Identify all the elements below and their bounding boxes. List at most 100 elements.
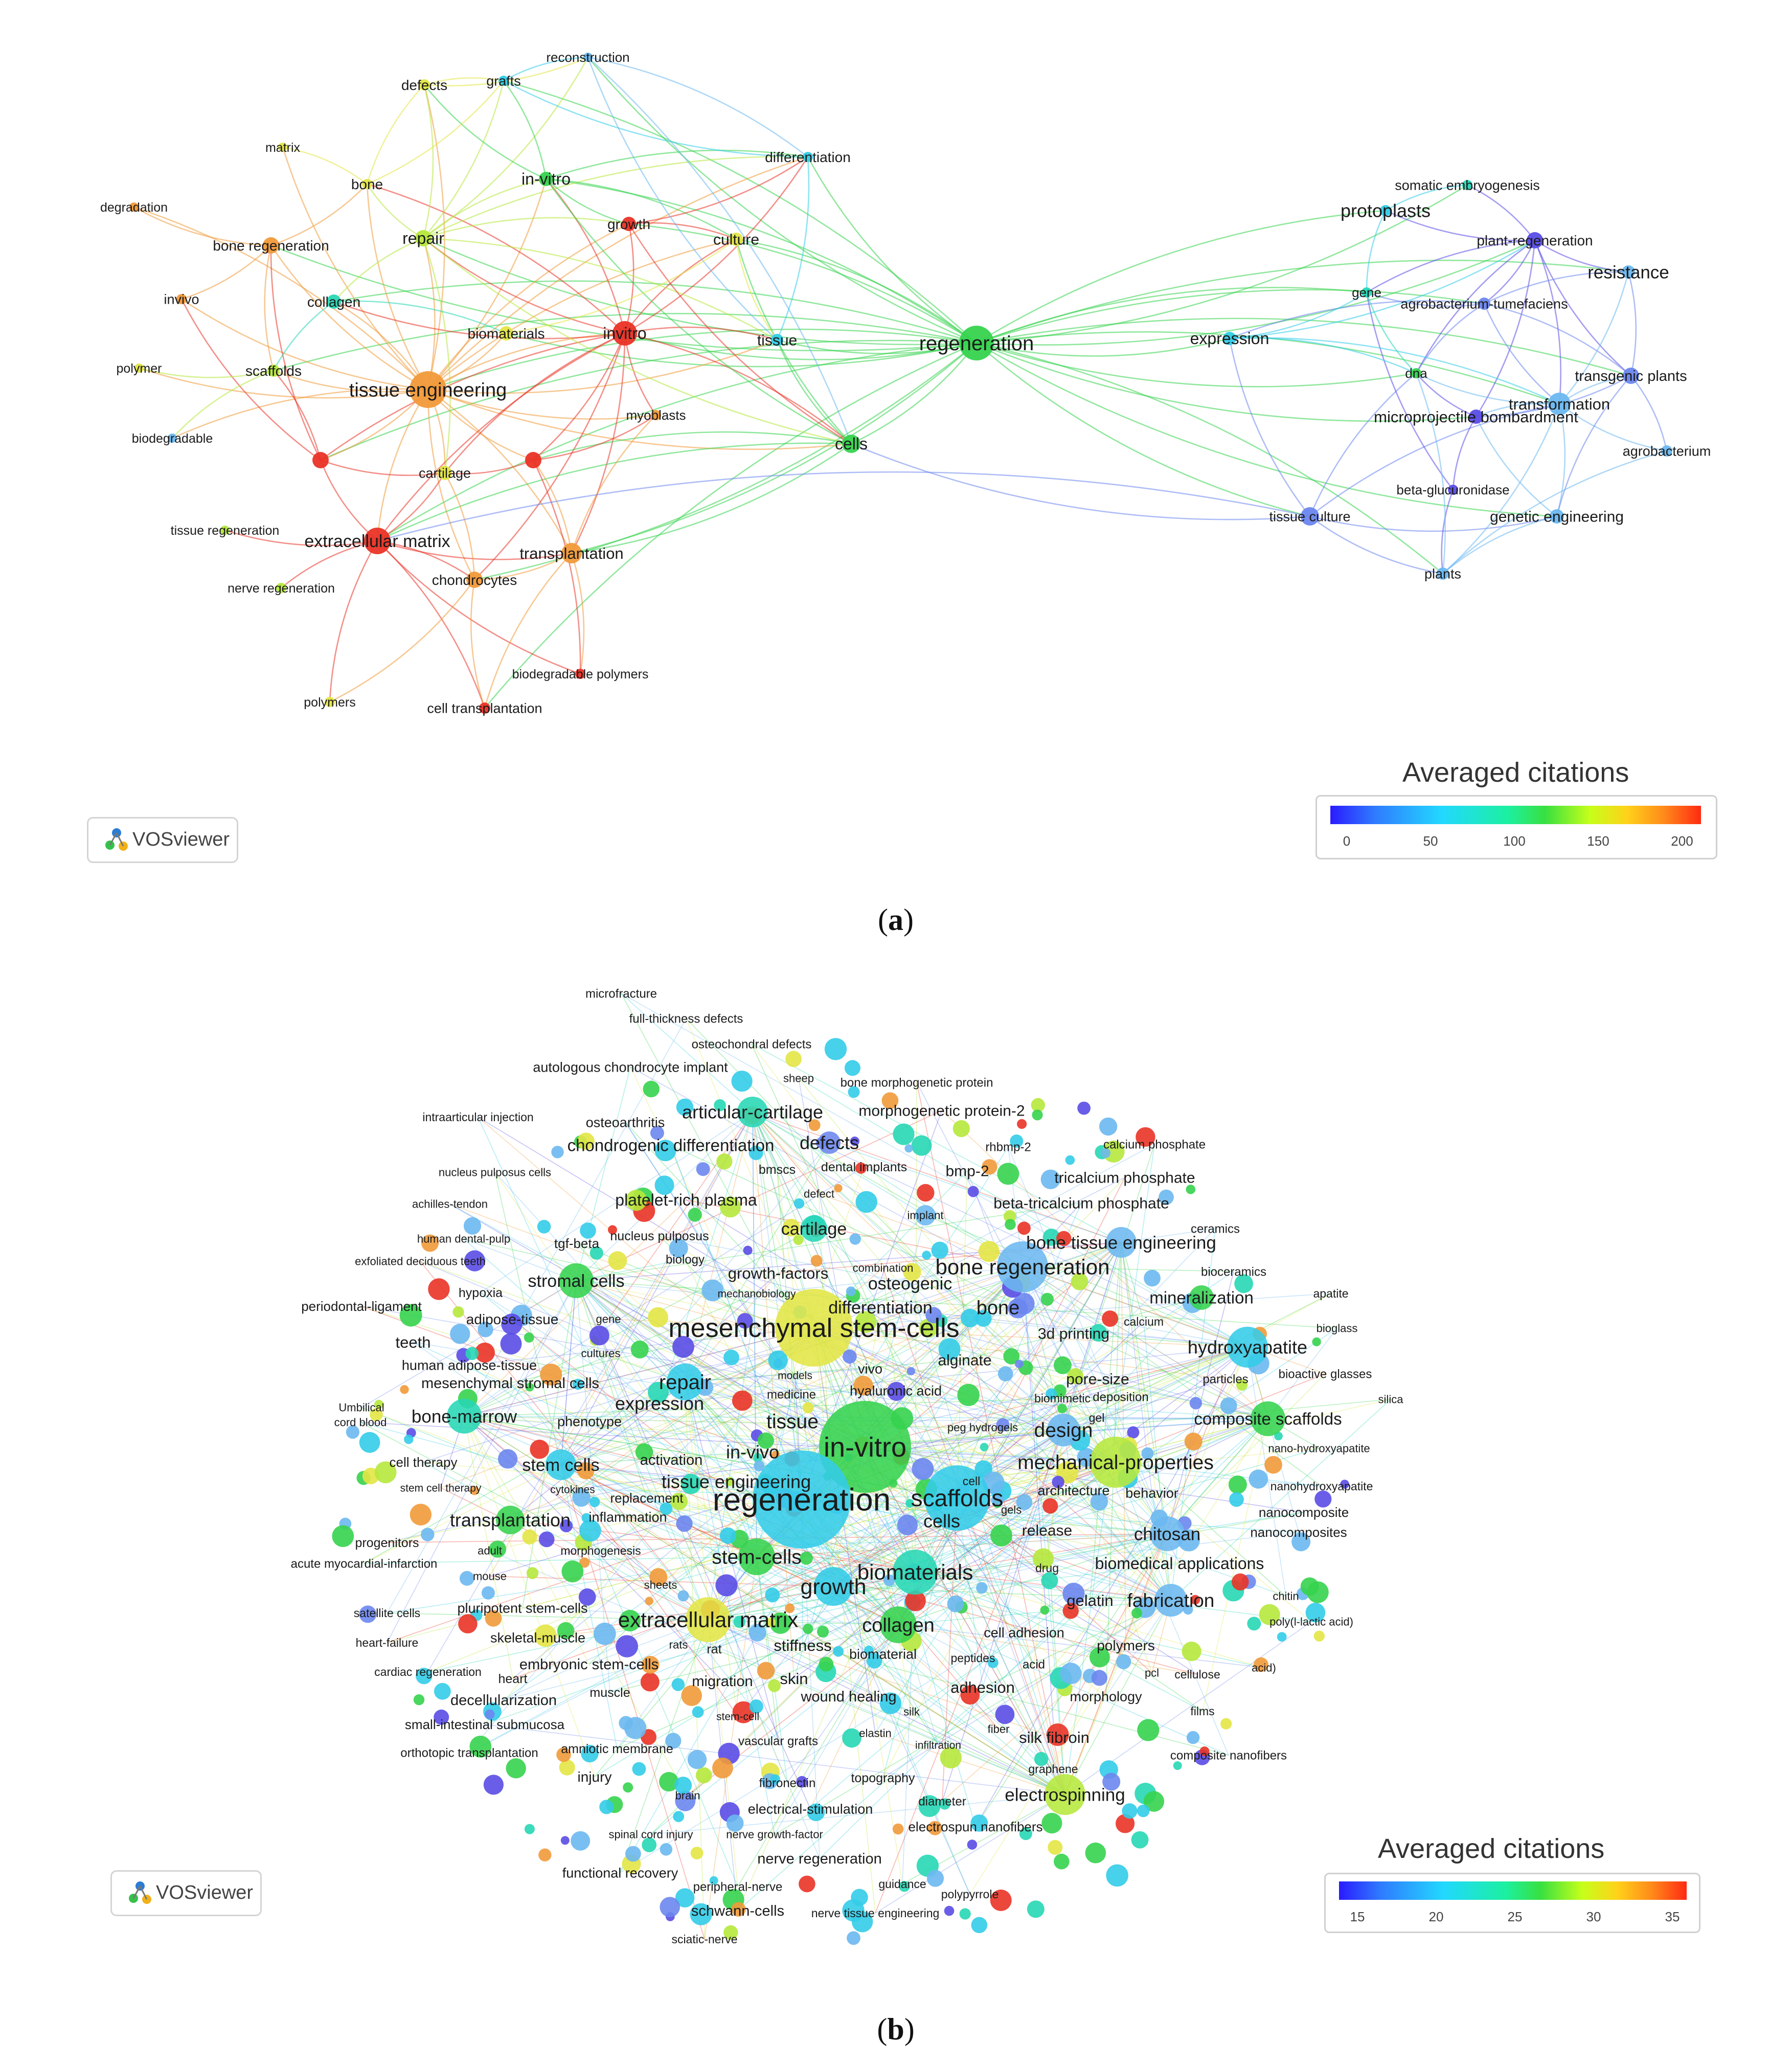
node-unlabeled[interactable] (1085, 1842, 1106, 1864)
node-unlabeled[interactable] (1305, 1602, 1326, 1623)
node-unlabeled[interactable] (671, 1678, 685, 1691)
node-unlabeled[interactable] (716, 1153, 733, 1170)
node-invitro[interactable] (613, 321, 637, 346)
node-unlabeled[interactable] (757, 1662, 775, 1680)
node-unlabeled[interactable] (765, 1587, 780, 1603)
node-unlabeled[interactable] (769, 1612, 791, 1634)
node-unlabeled[interactable] (851, 1889, 868, 1906)
node-genetic-engineering[interactable] (1550, 509, 1564, 524)
node-unlabeled[interactable] (725, 1477, 735, 1486)
node-bone[interactable] (362, 179, 372, 189)
node-biomaterials[interactable] (893, 1550, 938, 1595)
node-unlabeled[interactable] (980, 1443, 989, 1451)
node-unlabeled[interactable] (793, 1234, 804, 1245)
node-unlabeled[interactable] (855, 1162, 867, 1174)
node-unlabeled[interactable] (1232, 1573, 1249, 1591)
node-unlabeled[interactable] (971, 1917, 988, 1934)
node-unlabeled[interactable] (650, 1126, 664, 1140)
node-unlabeled[interactable] (640, 1672, 660, 1692)
node-transgenic-plants[interactable] (1623, 368, 1639, 384)
node-unlabeled[interactable] (1259, 1604, 1280, 1625)
node-unlabeled[interactable] (1220, 1718, 1232, 1730)
node-resistance[interactable] (1622, 265, 1635, 279)
node-unlabeled[interactable] (1065, 1155, 1075, 1165)
node-unlabeled[interactable] (991, 1494, 1004, 1507)
node-unlabeled[interactable] (743, 1245, 753, 1255)
node-unlabeled[interactable] (1102, 1773, 1121, 1791)
node-unlabeled[interactable] (976, 1582, 988, 1594)
node-unlabeled[interactable] (768, 1350, 788, 1371)
node-unlabeled[interactable] (785, 1603, 795, 1614)
node-unlabeled[interactable] (720, 1196, 741, 1218)
node-unlabeled[interactable] (952, 1120, 970, 1138)
node-unlabeled[interactable] (1057, 1403, 1068, 1414)
node-regeneration[interactable] (753, 1450, 851, 1549)
node-unlabeled[interactable] (919, 1319, 938, 1338)
node-unlabeled[interactable] (1236, 1379, 1248, 1391)
node-unlabeled[interactable] (714, 1099, 726, 1111)
node-unlabeled[interactable] (599, 1800, 614, 1814)
node-unlabeled[interactable] (723, 1925, 738, 1940)
node-composite-scaffolds[interactable] (1251, 1401, 1285, 1436)
node-unlabeled[interactable] (608, 1251, 627, 1270)
node-fabrication[interactable] (1154, 1584, 1187, 1617)
node-bone-marrow[interactable] (447, 1399, 482, 1434)
node-unlabeled[interactable] (580, 1222, 596, 1239)
node-unlabeled[interactable] (940, 1746, 962, 1768)
node-unlabeled[interactable] (770, 1774, 780, 1784)
node-unlabeled[interactable] (421, 1234, 439, 1252)
node-unlabeled[interactable] (846, 1286, 856, 1297)
node-unlabeled[interactable] (489, 1540, 507, 1558)
node-unlabeled[interactable] (677, 1590, 689, 1602)
node-unlabeled[interactable] (887, 1381, 906, 1401)
node-unlabeled[interactable] (757, 1432, 774, 1449)
node-unlabeled[interactable] (796, 1776, 808, 1788)
node-growth[interactable] (814, 1567, 853, 1606)
node-unlabeled[interactable] (572, 1378, 584, 1390)
node-repair[interactable] (667, 1364, 704, 1400)
node-unlabeled[interactable] (843, 1349, 857, 1364)
node-unlabeled[interactable] (748, 1145, 763, 1161)
node-unlabeled[interactable] (589, 1246, 603, 1260)
node-unlabeled[interactable] (524, 1824, 535, 1834)
node-unlabeled[interactable] (1228, 1475, 1247, 1494)
node-unlabeled[interactable] (810, 1255, 823, 1267)
node-unlabeled[interactable] (967, 1186, 979, 1197)
node-unlabeled[interactable] (452, 1306, 464, 1318)
node-unlabeled[interactable] (912, 1458, 934, 1480)
node-unlabeled[interactable] (673, 1811, 685, 1823)
node-unlabeled[interactable] (959, 1908, 971, 1920)
node-implant[interactable] (915, 1205, 936, 1225)
node-nerve-regeneration[interactable] (276, 583, 286, 593)
node-expression[interactable] (1223, 332, 1236, 345)
node-unlabeled[interactable] (1040, 1169, 1060, 1189)
node-unlabeled[interactable] (926, 1870, 944, 1887)
node-unlabeled[interactable] (842, 1728, 861, 1748)
node-unlabeled[interactable] (1003, 1348, 1020, 1365)
node-unlabeled[interactable] (927, 1821, 942, 1835)
node-unlabeled[interactable] (1017, 1119, 1027, 1129)
node-node-red-2[interactable] (525, 452, 541, 468)
node-unlabeled[interactable] (654, 1140, 676, 1162)
node-unlabeled[interactable] (808, 1119, 821, 1131)
node-unlabeled[interactable] (1046, 1388, 1057, 1400)
node-unlabeled[interactable] (1291, 1532, 1311, 1552)
node-unlabeled[interactable] (834, 1184, 843, 1193)
node-myoblasts[interactable] (651, 410, 661, 420)
node-unlabeled[interactable] (537, 1220, 551, 1234)
node-unlabeled[interactable] (676, 1098, 694, 1116)
node-unlabeled[interactable] (1184, 1433, 1203, 1450)
node-unlabeled[interactable] (556, 1747, 571, 1762)
node-unlabeled[interactable] (997, 1163, 1019, 1185)
node-unlabeled[interactable] (892, 1823, 904, 1835)
node-unlabeled[interactable] (712, 1757, 733, 1779)
node-biomaterials[interactable] (499, 326, 513, 340)
node-unlabeled[interactable] (975, 1310, 992, 1327)
node-unlabeled[interactable] (1041, 1812, 1062, 1834)
node-grafts[interactable] (498, 76, 509, 86)
node-unlabeled[interactable] (692, 1706, 704, 1718)
node-unlabeled[interactable] (498, 1449, 518, 1469)
node-unlabeled[interactable] (500, 1333, 522, 1355)
node-unlabeled[interactable] (648, 1381, 669, 1403)
node-unlabeled[interactable] (648, 1307, 668, 1328)
